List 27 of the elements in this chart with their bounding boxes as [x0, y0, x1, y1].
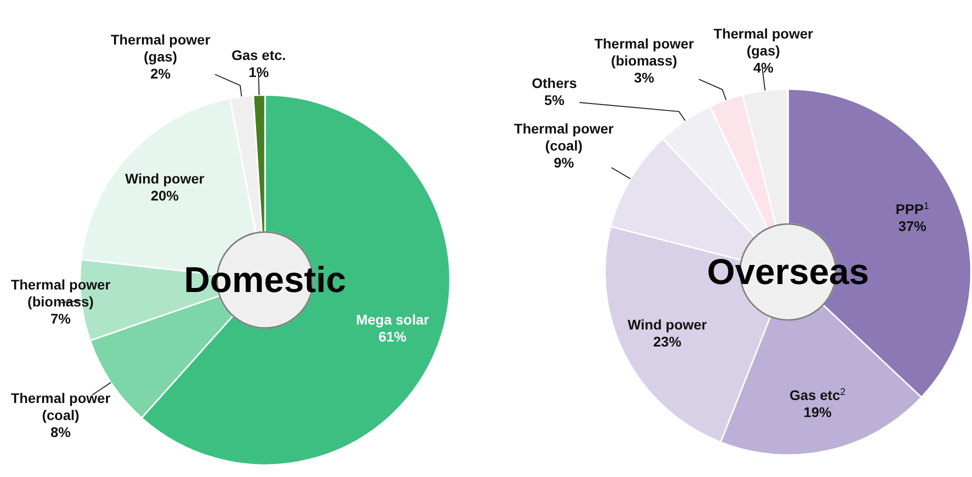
data-label: 20%	[150, 187, 180, 204]
slice-label: Gas etc.	[231, 47, 286, 64]
slice-label: Wind power	[125, 170, 205, 186]
data-label: 19%	[804, 404, 832, 420]
data-label: 1%	[248, 64, 270, 80]
slice-label: Wind power	[628, 316, 708, 333]
slice-label: Others	[532, 75, 578, 92]
slice-label: Thermal power (gas)	[110, 32, 211, 65]
data-label: 3%	[634, 70, 655, 86]
data-label: 7%	[50, 310, 72, 327]
data-label: 8%	[50, 424, 72, 440]
slice-label: Thermal power (coal)	[514, 120, 614, 154]
data-label: 61%	[378, 328, 408, 345]
slice-label: Thermal power (biomass)	[10, 276, 111, 310]
slice-label: Gas etc$^{2}$	[790, 386, 846, 404]
data-label: 37%	[898, 218, 927, 234]
slice-label: Thermal power (gas)	[714, 26, 814, 59]
text: Overseas	[706, 251, 870, 292]
data-label: 9%	[554, 154, 575, 171]
slice-label: Thermal power (coal)	[10, 390, 111, 424]
slice-label: PPP$^{1}$	[896, 200, 930, 218]
data-label: 23%	[653, 334, 682, 350]
data-label: 5%	[544, 92, 565, 108]
slice-label: Mega solar	[356, 312, 430, 328]
slice-label: Thermal power (biomass)	[594, 36, 694, 69]
data-label: 2%	[150, 66, 172, 82]
data-label: 4%	[753, 60, 774, 76]
